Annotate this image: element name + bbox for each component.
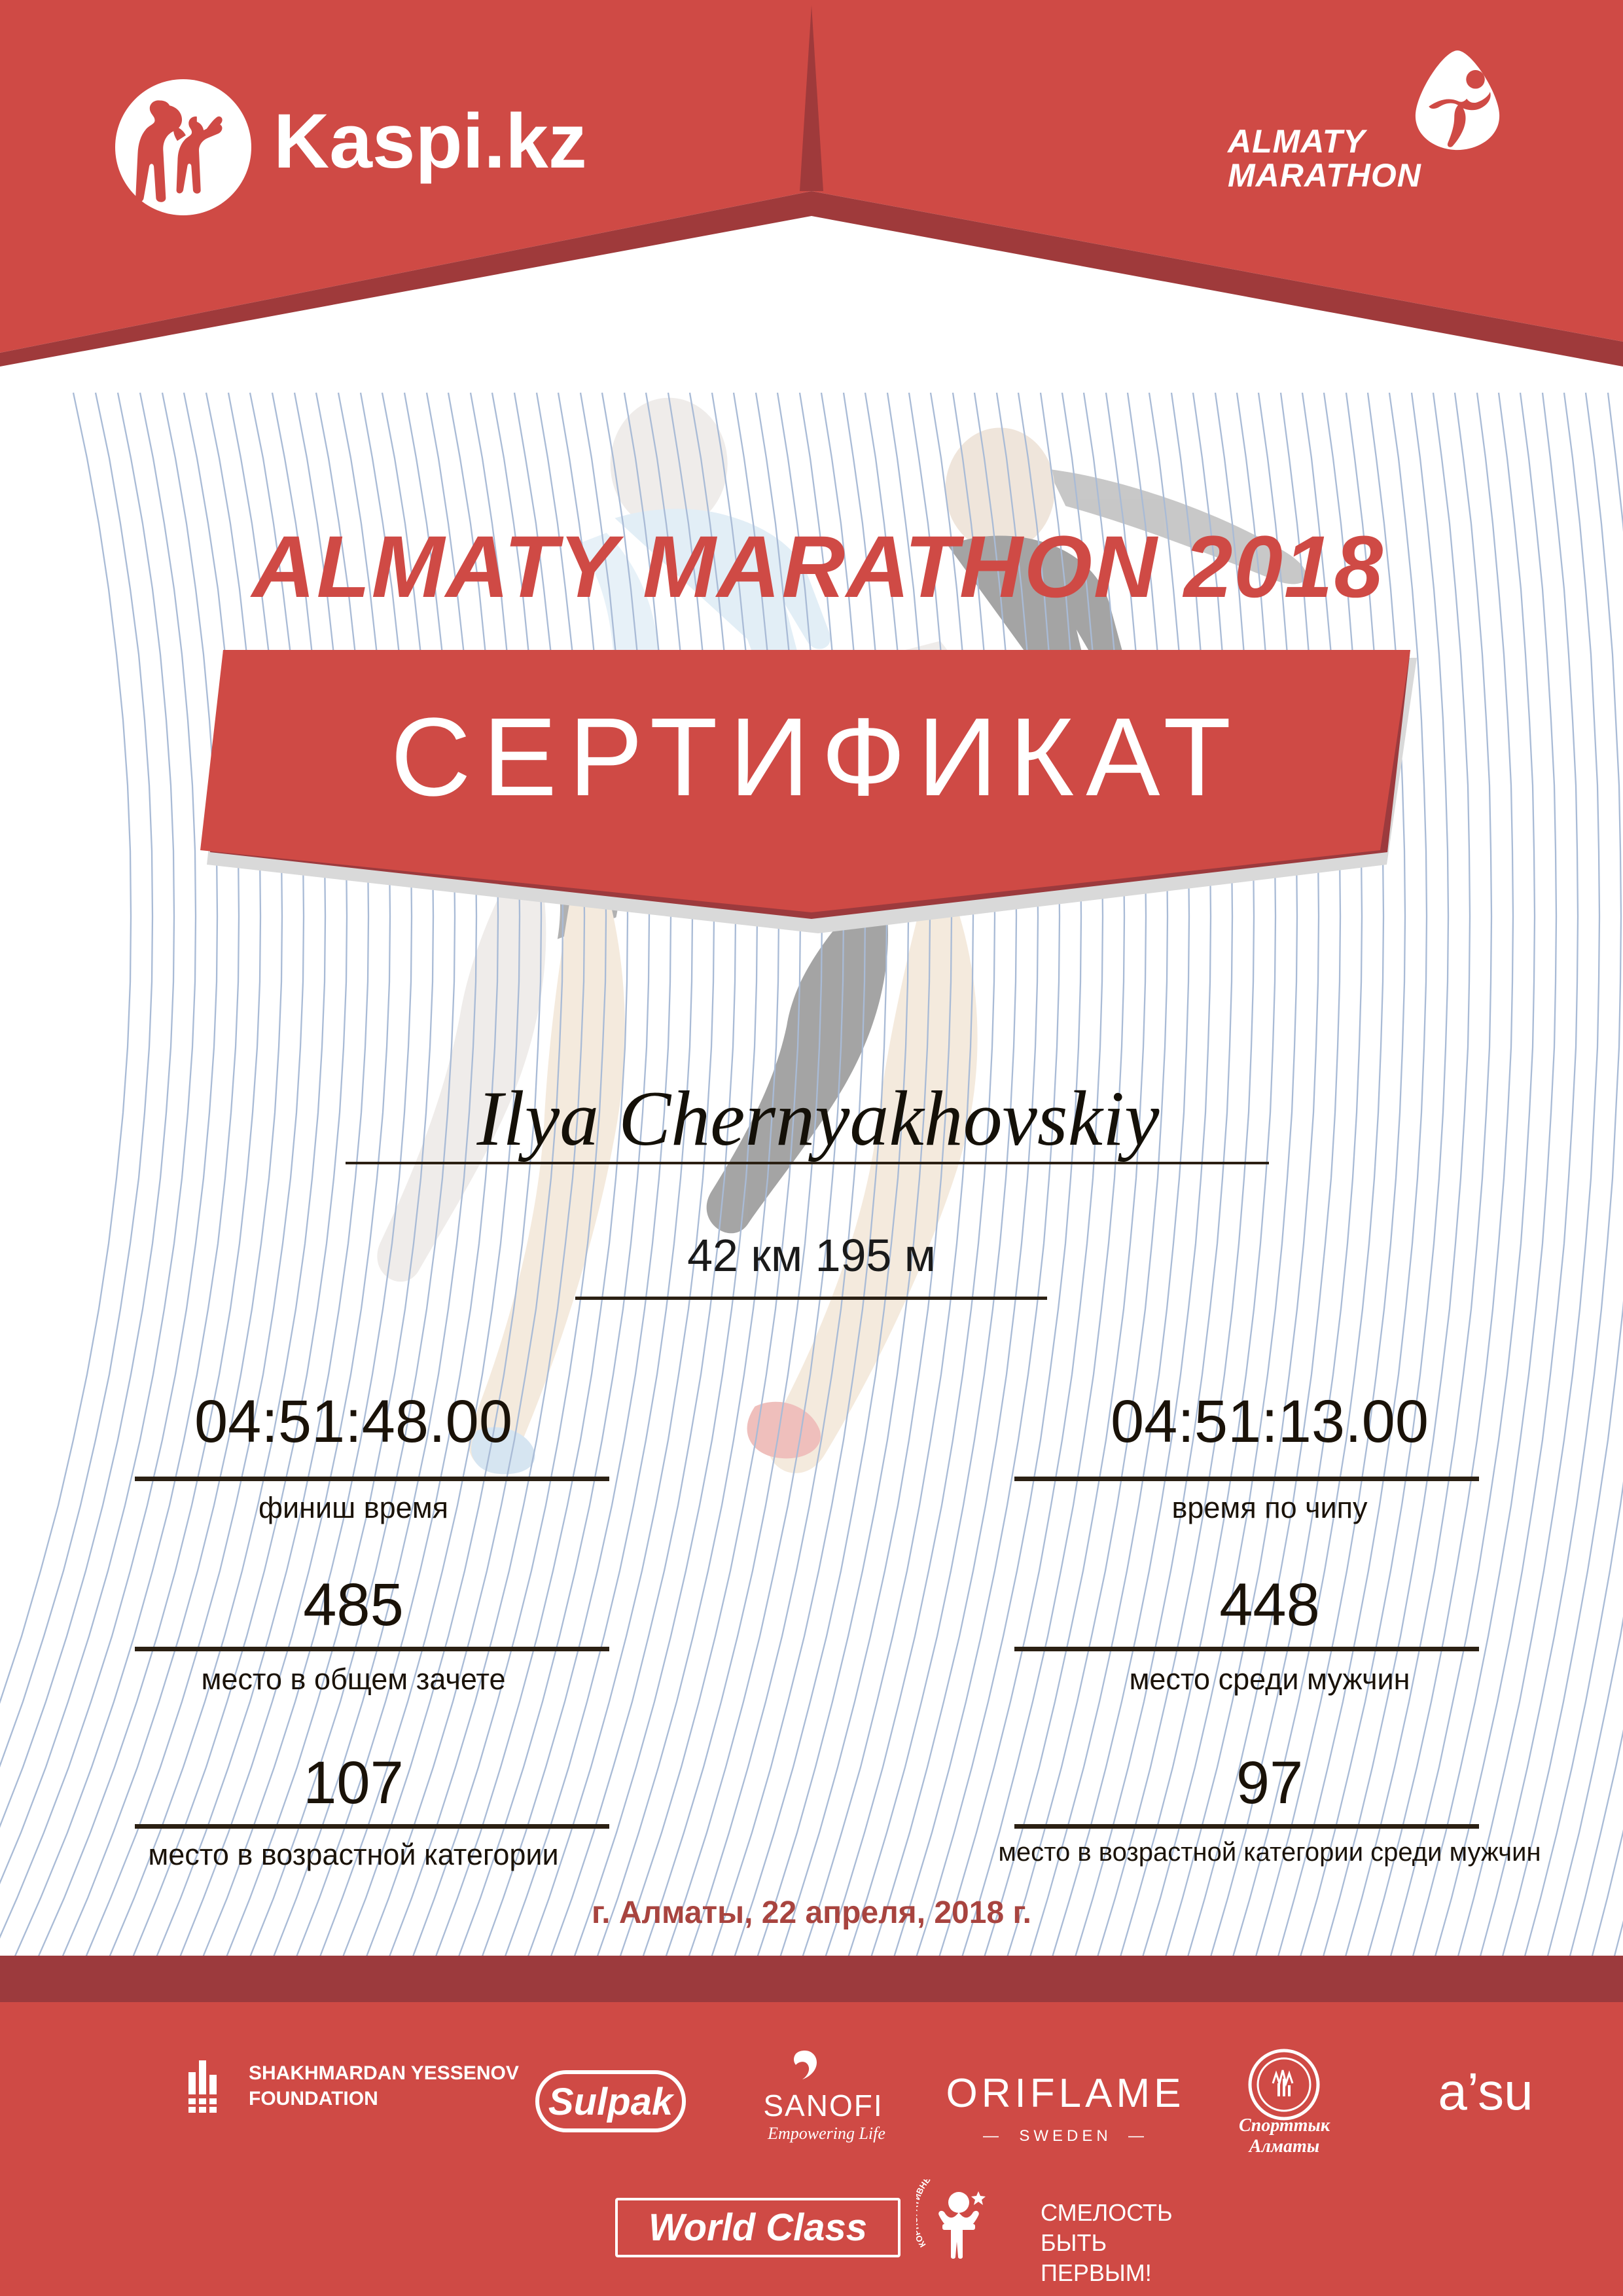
svg-text:Sulpak: Sulpak: [548, 2081, 675, 2123]
svg-text:СЕРТИФИКАТ: СЕРТИФИКАТ: [391, 695, 1243, 819]
